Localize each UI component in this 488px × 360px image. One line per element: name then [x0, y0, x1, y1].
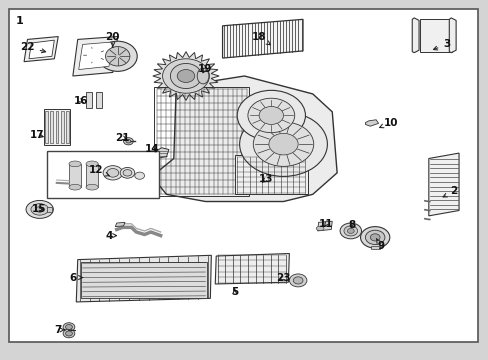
Ellipse shape — [365, 230, 384, 244]
Bar — [86, 164, 98, 187]
Text: 5: 5 — [231, 287, 238, 297]
Ellipse shape — [126, 139, 131, 143]
Bar — [370, 246, 379, 249]
Polygon shape — [24, 37, 58, 62]
Ellipse shape — [36, 207, 43, 212]
Ellipse shape — [26, 201, 53, 219]
Ellipse shape — [177, 69, 194, 82]
Polygon shape — [96, 92, 102, 108]
Polygon shape — [222, 19, 303, 58]
Text: 21: 21 — [115, 133, 130, 143]
Polygon shape — [365, 120, 378, 126]
Polygon shape — [215, 253, 289, 284]
Bar — [46, 207, 52, 212]
Text: 17: 17 — [30, 130, 44, 140]
Ellipse shape — [120, 167, 135, 178]
Bar — [56, 111, 59, 143]
Ellipse shape — [123, 170, 132, 176]
Ellipse shape — [197, 68, 208, 84]
Text: 22: 22 — [20, 42, 45, 53]
Ellipse shape — [86, 161, 98, 167]
Ellipse shape — [123, 138, 133, 145]
Text: 3: 3 — [432, 40, 449, 50]
Ellipse shape — [69, 184, 81, 190]
Text: 8: 8 — [347, 220, 355, 230]
Text: 10: 10 — [379, 118, 397, 128]
Polygon shape — [86, 92, 92, 108]
Ellipse shape — [369, 234, 379, 241]
Text: 9: 9 — [376, 239, 384, 251]
Text: 13: 13 — [259, 174, 273, 184]
Ellipse shape — [259, 107, 283, 125]
Text: 20: 20 — [105, 32, 120, 47]
Ellipse shape — [63, 323, 75, 331]
Polygon shape — [411, 18, 418, 53]
Text: 14: 14 — [144, 144, 159, 154]
Bar — [66, 111, 69, 143]
Ellipse shape — [162, 59, 209, 93]
Ellipse shape — [343, 226, 357, 236]
Bar — [43, 109, 70, 145]
Ellipse shape — [65, 324, 72, 329]
Ellipse shape — [253, 122, 313, 166]
Ellipse shape — [107, 168, 119, 177]
Text: 16: 16 — [74, 96, 88, 106]
Ellipse shape — [65, 331, 72, 336]
Ellipse shape — [268, 134, 298, 155]
Ellipse shape — [170, 63, 201, 89]
Bar — [69, 164, 81, 187]
Ellipse shape — [31, 204, 48, 215]
Text: 18: 18 — [251, 32, 270, 45]
Ellipse shape — [63, 329, 75, 338]
Ellipse shape — [293, 277, 303, 284]
Ellipse shape — [86, 184, 98, 190]
Polygon shape — [153, 51, 219, 100]
Ellipse shape — [339, 223, 361, 239]
Ellipse shape — [135, 172, 144, 179]
Ellipse shape — [289, 274, 306, 287]
Polygon shape — [76, 255, 211, 302]
Bar — [81, 262, 206, 298]
Ellipse shape — [239, 112, 327, 176]
Polygon shape — [154, 148, 168, 158]
Text: 4: 4 — [105, 231, 116, 240]
Bar — [154, 87, 249, 196]
Ellipse shape — [98, 41, 137, 71]
Text: 2: 2 — [442, 186, 457, 197]
Text: 12: 12 — [88, 165, 109, 176]
Polygon shape — [317, 221, 331, 231]
Polygon shape — [152, 76, 336, 202]
Bar — [183, 68, 203, 84]
Polygon shape — [29, 40, 54, 59]
Polygon shape — [115, 222, 125, 226]
Polygon shape — [73, 37, 118, 76]
Bar — [419, 19, 451, 51]
Text: 7: 7 — [55, 325, 64, 335]
Text: 19: 19 — [198, 64, 212, 74]
Bar — [47, 151, 159, 198]
Ellipse shape — [237, 90, 305, 140]
Polygon shape — [428, 153, 458, 216]
Bar — [61, 111, 63, 143]
Text: 1: 1 — [15, 16, 23, 26]
Ellipse shape — [316, 226, 324, 230]
Ellipse shape — [105, 46, 130, 66]
Text: 6: 6 — [69, 273, 82, 283]
Polygon shape — [448, 18, 455, 53]
Bar — [45, 111, 48, 143]
Ellipse shape — [247, 98, 294, 133]
Bar — [234, 155, 307, 194]
Ellipse shape — [346, 228, 353, 233]
Ellipse shape — [69, 161, 81, 167]
Text: 11: 11 — [319, 219, 333, 229]
Ellipse shape — [103, 166, 122, 180]
Ellipse shape — [360, 226, 389, 248]
Polygon shape — [79, 42, 113, 69]
Text: 15: 15 — [31, 204, 46, 215]
Bar — [50, 111, 53, 143]
Text: 23: 23 — [276, 273, 290, 283]
